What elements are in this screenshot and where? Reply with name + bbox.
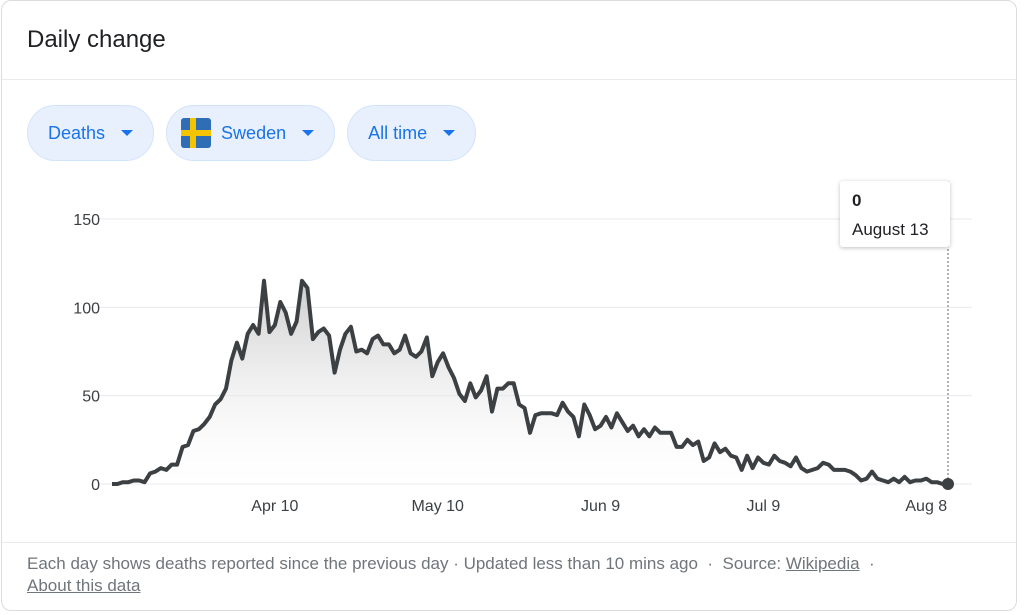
metric-dropdown[interactable]: Deaths	[27, 105, 155, 161]
sweden-flag-icon	[181, 118, 212, 148]
time-range-label: All time	[368, 122, 428, 143]
deaths-area	[112, 280, 948, 484]
x-tick-label: May 10	[411, 498, 464, 515]
caret-down-icon	[443, 130, 456, 136]
country-dropdown[interactable]: Sweden	[166, 105, 336, 161]
deaths-series-line	[112, 278, 948, 486]
x-tick-label: Apr 10	[251, 498, 298, 515]
caret-down-icon	[121, 130, 134, 136]
y-tick-label: 50	[82, 389, 100, 406]
time-range-dropdown[interactable]: All time	[347, 105, 477, 161]
about-data-link[interactable]: About this data	[27, 576, 141, 595]
caret-down-icon	[302, 130, 315, 136]
y-tick-label: 100	[73, 300, 100, 317]
source-label: Source:	[722, 554, 782, 573]
x-tick-label: Jul 9	[747, 498, 781, 515]
y-tick-label: 150	[73, 212, 100, 229]
hover-point	[942, 478, 954, 490]
x-tick-label: Aug 8	[905, 498, 947, 515]
wikipedia-link[interactable]: Wikipedia	[785, 554, 860, 573]
y-tick-label: 0	[91, 477, 100, 494]
card-footer: Each day shows deaths reported since the…	[2, 542, 1016, 597]
footer-note: Each day shows deaths reported since the…	[27, 554, 698, 573]
card-header: Daily change	[2, 1, 1016, 80]
filter-chips: Deaths Sweden All time	[27, 105, 477, 161]
hover-tooltip: 0 August 13	[840, 181, 950, 247]
footer-separator: ·	[707, 554, 714, 573]
metric-label: Deaths	[48, 122, 106, 143]
tooltip-date: August 13	[852, 220, 929, 239]
tooltip-value: 0	[852, 191, 862, 210]
footer-separator: ·	[869, 554, 875, 573]
x-tick-label: Jun 9	[581, 498, 620, 515]
daily-deaths-chart[interactable]: 0 50 100 150 Apr 10 May 10 Jun 9 Jul 9 Aug 8	[2, 171, 1017, 541]
card-title: Daily change	[27, 26, 166, 53]
country-label: Sweden	[221, 122, 287, 143]
